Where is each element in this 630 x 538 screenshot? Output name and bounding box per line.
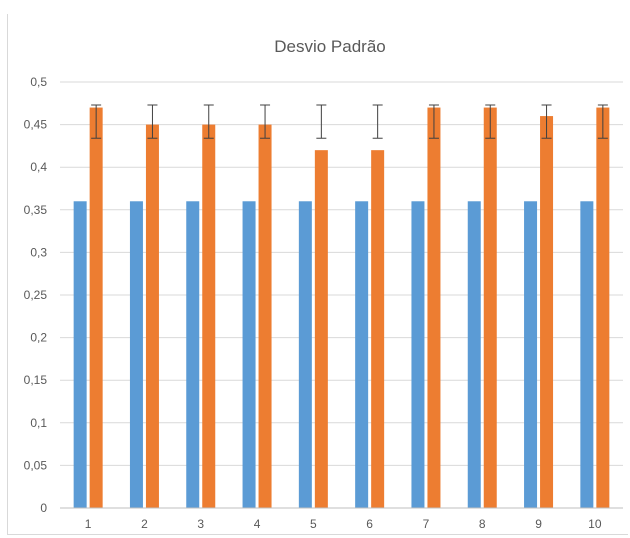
x-tick-label: 9 bbox=[535, 517, 542, 531]
y-tick-label: 0,2 bbox=[30, 331, 47, 345]
bar-series-1 bbox=[524, 201, 538, 508]
y-tick-label: 0,5 bbox=[30, 75, 47, 89]
x-tick-label: 6 bbox=[366, 517, 373, 531]
bar-series-1 bbox=[467, 201, 481, 508]
x-tick-label: 8 bbox=[479, 517, 486, 531]
bars bbox=[73, 107, 610, 508]
bar-series-1 bbox=[186, 201, 200, 508]
bar-series-2 bbox=[314, 150, 328, 508]
bar-series-2 bbox=[483, 107, 497, 508]
gridlines bbox=[60, 81, 623, 466]
y-tick-label: 0,25 bbox=[24, 288, 48, 302]
bar-series-2 bbox=[258, 124, 272, 508]
y-tick-label: 0,35 bbox=[24, 203, 48, 217]
bar-series-2 bbox=[596, 107, 610, 508]
bar-series-1 bbox=[355, 201, 369, 508]
x-tick-label: 7 bbox=[423, 517, 430, 531]
x-axis-ticks: 1 2 3 4 5 6 7 8 9 10 bbox=[85, 517, 602, 531]
y-tick-label: 0,1 bbox=[30, 416, 47, 430]
x-tick-label: 2 bbox=[141, 517, 148, 531]
bar-series-1 bbox=[73, 201, 87, 508]
chart-title: Desvio Padrão bbox=[274, 37, 386, 56]
bar-series-1 bbox=[298, 201, 312, 508]
bar-series-1 bbox=[411, 201, 425, 508]
bar-series-2 bbox=[89, 107, 103, 508]
y-axis-ticks: 0 0,05 0,1 0,15 0,2 0,25 0,3 0,35 0,4 0,45 0,5 bbox=[24, 75, 48, 515]
bar-series-2 bbox=[427, 107, 441, 508]
y-tick-label: 0,05 bbox=[24, 458, 48, 472]
x-tick-label: 3 bbox=[197, 517, 204, 531]
x-tick-label: 10 bbox=[588, 517, 602, 531]
y-tick-label: 0,15 bbox=[24, 373, 48, 387]
y-tick-label: 0 bbox=[40, 501, 47, 515]
y-tick-label: 0,3 bbox=[30, 245, 47, 259]
x-tick-label: 4 bbox=[254, 517, 261, 531]
x-tick-label: 1 bbox=[85, 517, 92, 531]
bar-series-2 bbox=[371, 150, 385, 508]
bar-series-1 bbox=[242, 201, 256, 508]
bar-series-1 bbox=[129, 201, 143, 508]
error-bars bbox=[91, 104, 608, 139]
bar-series-2 bbox=[202, 124, 216, 508]
x-tick-label: 5 bbox=[310, 517, 317, 531]
y-tick-label: 0,45 bbox=[24, 118, 48, 132]
bar-series-2 bbox=[145, 124, 159, 508]
bar-series-1 bbox=[580, 201, 594, 508]
y-tick-label: 0,4 bbox=[30, 160, 47, 174]
bar-series-2 bbox=[540, 116, 554, 508]
chart-frame bbox=[7, 14, 628, 535]
